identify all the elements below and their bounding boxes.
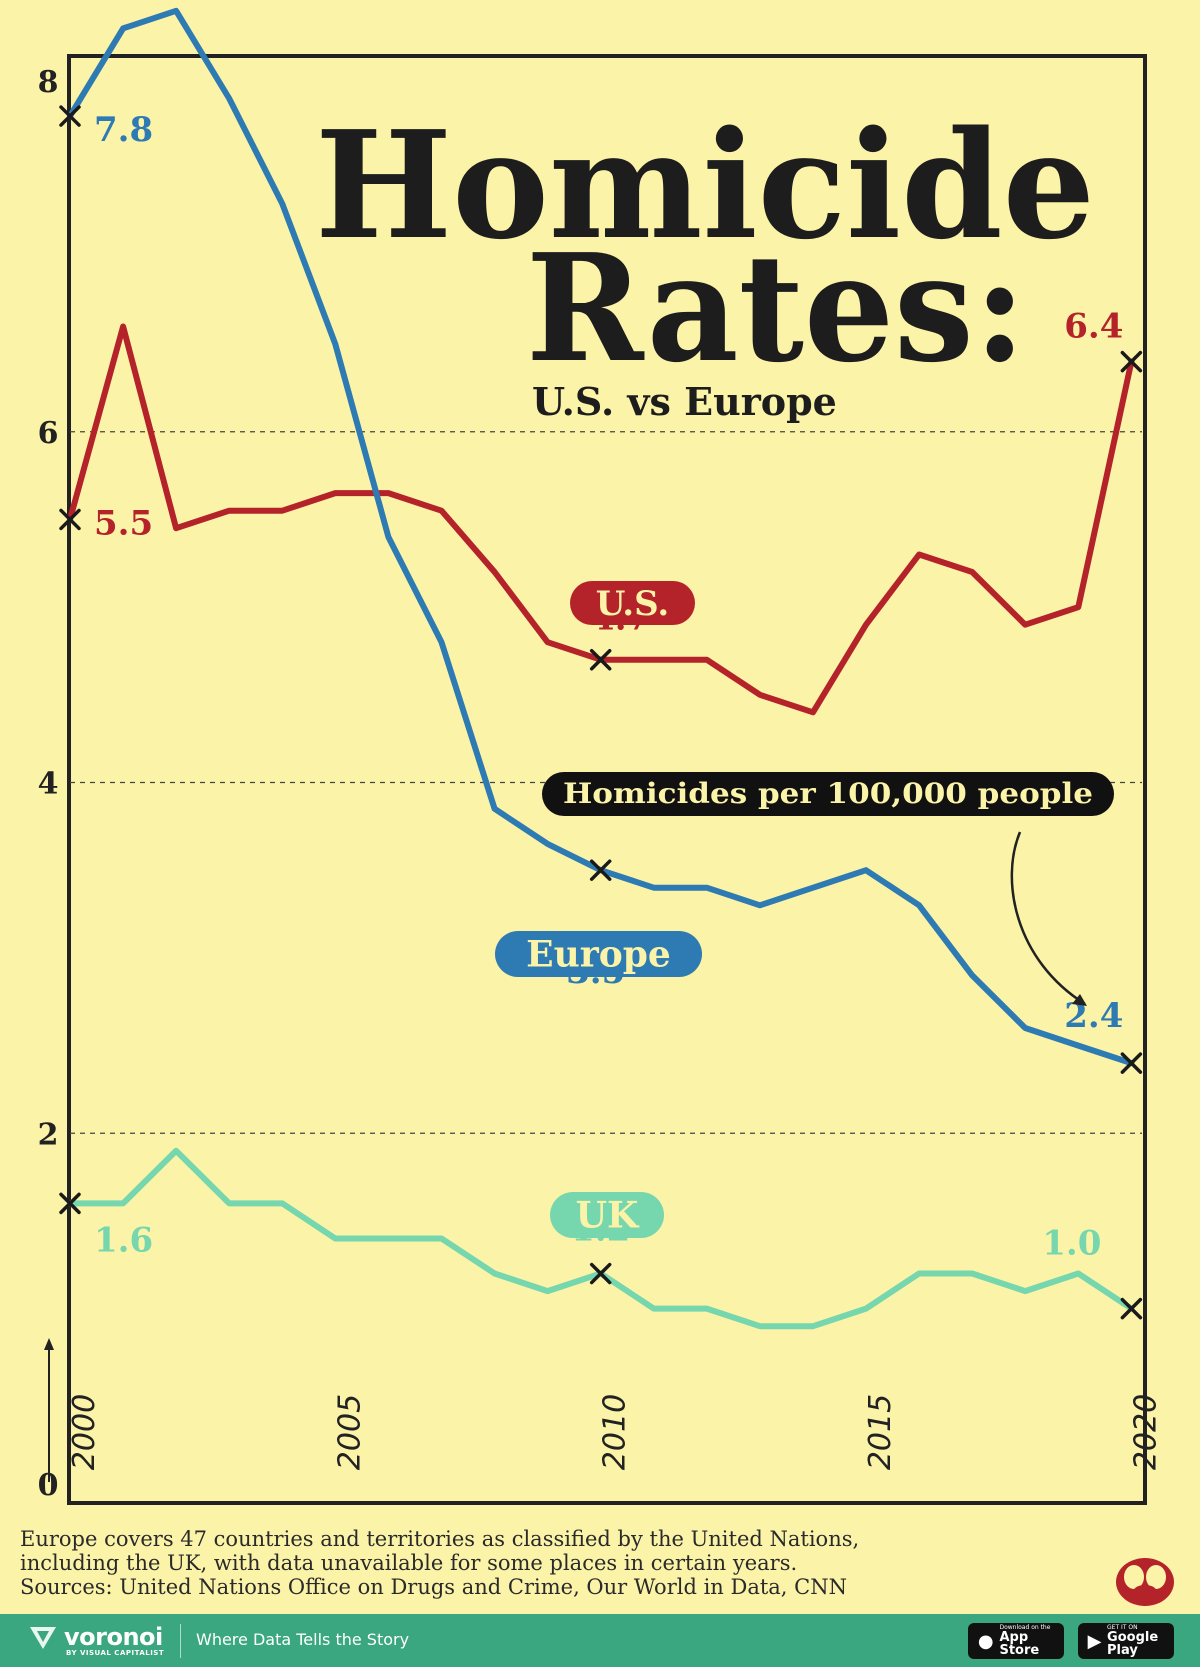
x-marker-icon [59, 508, 81, 531]
y-axis-arrow-icon [44, 1338, 54, 1482]
y-tick-label: 4 [38, 767, 59, 802]
x-marker-icon [1120, 350, 1143, 373]
x-marker-icon [589, 648, 612, 671]
footer-bar: voronoi BY VISUAL CAPITALIST Where Data … [0, 1614, 1200, 1667]
curved-arrow-icon [1010, 831, 1086, 1006]
unit-label: Homicides per 100,000 people [563, 777, 1093, 810]
arrowhead-icon [1072, 994, 1087, 1006]
brand-name: voronoi [64, 1623, 163, 1651]
app-store-label: App Store [999, 1630, 1040, 1658]
data-labels: 7.85.56.44.73.52.41.61.21.0 [94, 110, 1123, 1264]
data-label: 5.5 [94, 503, 153, 543]
data-label: 7.8 [94, 110, 153, 150]
y-tick-label: 2 [38, 1117, 59, 1152]
data-label: 1.0 [1042, 1224, 1101, 1264]
x-markers [59, 105, 1143, 1320]
legend-label: UK [576, 1195, 640, 1237]
footnote-line: including the UK, with data unavailable … [20, 1551, 798, 1575]
x-axis-ticks: 2000 2005 2010 2015 2020 [67, 1394, 1163, 1470]
google-play-label: Google Play [1107, 1630, 1159, 1658]
x-marker-icon [59, 1192, 81, 1215]
y-tick-label: 8 [38, 65, 59, 100]
google-play-small: GET IT ON [1107, 1624, 1138, 1631]
footnote-line: Europe covers 47 countries and territori… [20, 1527, 860, 1551]
x-marker-icon [59, 105, 81, 127]
legend-pill-europe: Europe [495, 931, 702, 977]
x-tick-label: 2020 [1128, 1394, 1163, 1470]
divider [180, 1624, 181, 1658]
x-tick-label: 2000 [67, 1394, 102, 1470]
plot-frame [67, 54, 1147, 1505]
data-label: 1.6 [94, 1220, 153, 1260]
chart-subtitle: U.S. vs Europe [532, 379, 837, 424]
footnote-line: Sources: United Nations Office on Drugs … [20, 1575, 847, 1599]
y-tick-label: 0 [38, 1468, 59, 1503]
footnote: Europe covers 47 countries and territori… [20, 1527, 1080, 1599]
brand-subtitle: BY VISUAL CAPITALIST [66, 1649, 165, 1657]
data-label: 6.4 [1064, 307, 1123, 347]
app-store-button[interactable]: ● Download on the App Store [968, 1623, 1064, 1659]
x-marker-icon [589, 1262, 612, 1285]
y-tick-label: 6 [38, 416, 59, 451]
play-icon: ▶ [1087, 1630, 1102, 1652]
unit-label-pill: Homicides per 100,000 people [542, 772, 1114, 816]
app-store-small: Download on the [999, 1624, 1051, 1631]
tagline: Where Data Tells the Story [196, 1630, 410, 1649]
brand[interactable]: voronoi [28, 1623, 163, 1651]
data-label: 2.4 [1064, 996, 1123, 1036]
x-marker-icon [589, 859, 612, 881]
apple-icon: ● [977, 1630, 994, 1652]
x-tick-label: 2005 [332, 1394, 367, 1470]
legend-label: Europe [526, 934, 671, 976]
y-axis-ticks: 0 2 4 6 8 [38, 65, 59, 1503]
x-tick-label: 2010 [598, 1394, 633, 1470]
legend-label: U.S. [596, 584, 670, 624]
chart-title-line2: Rates: [526, 221, 1026, 395]
google-play-button[interactable]: ▶ GET IT ON Google Play [1078, 1623, 1174, 1659]
chart-title-line1: Homicide [315, 98, 1095, 272]
voronoi-logo-icon [30, 1627, 56, 1649]
visual-capitalist-logo-icon [1116, 1558, 1174, 1606]
legend-pill-uk: UK [550, 1192, 664, 1238]
x-marker-icon [1120, 1052, 1143, 1074]
legend-pill-us: U.S. [570, 581, 695, 625]
x-tick-label: 2015 [863, 1394, 898, 1470]
x-marker-icon [1120, 1297, 1143, 1320]
series-legend-pills: U.S. Europe UK [495, 581, 702, 1238]
